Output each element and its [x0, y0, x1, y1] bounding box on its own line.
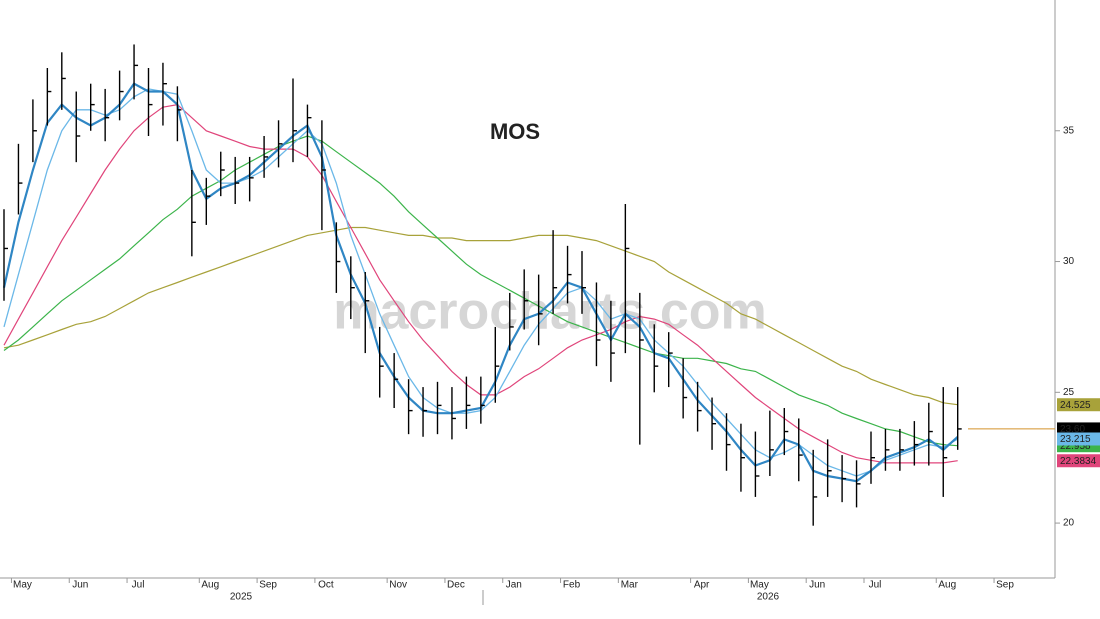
ma-last-label: 22.3834: [1060, 456, 1097, 467]
x-tick-label: Feb: [563, 580, 581, 591]
ma-last-label: 23.215: [1060, 434, 1091, 445]
year-label: 2026: [757, 592, 780, 603]
y-tick-label: 25: [1063, 387, 1075, 398]
year-label: 2025: [230, 592, 253, 603]
x-tick-label: Jun: [72, 580, 88, 591]
x-tick-label: Sep: [996, 580, 1014, 591]
ma-last-label-box: [1057, 432, 1100, 446]
ma-line: [3, 226, 958, 406]
x-tick-label: Nov: [389, 580, 407, 591]
price-last-label-box: [1057, 422, 1100, 436]
x-tick-label: Sep: [259, 580, 277, 591]
x-tick-label: Oct: [318, 580, 334, 591]
x-tick-label: Mar: [621, 580, 639, 591]
x-tick-label: Jul: [869, 580, 882, 591]
x-tick-label: Jan: [506, 580, 522, 591]
x-tick-label: Aug: [938, 580, 956, 591]
x-tick-label: May: [750, 580, 769, 591]
x-tick-label: May: [13, 580, 32, 591]
y-tick-label: 35: [1063, 125, 1075, 136]
x-tick-label: Jul: [132, 580, 145, 591]
chart-title: MOS: [490, 119, 540, 144]
ma-last-label: 22.958: [1060, 441, 1091, 452]
ma-last-label-box: [1057, 454, 1100, 468]
y-tick-label: 30: [1063, 256, 1075, 267]
y-tick-label: 20: [1063, 518, 1075, 529]
ma-line: [3, 135, 958, 447]
x-tick-label: Dec: [447, 580, 465, 591]
price-last-label: 23.60: [1060, 424, 1085, 435]
x-tick-label: Aug: [201, 580, 219, 591]
ma-last-label-box: [1057, 398, 1100, 412]
ma-last-label: 24.525: [1060, 400, 1091, 411]
x-tick-label: Jun: [809, 580, 825, 591]
x-tick-label: Apr: [694, 580, 710, 591]
